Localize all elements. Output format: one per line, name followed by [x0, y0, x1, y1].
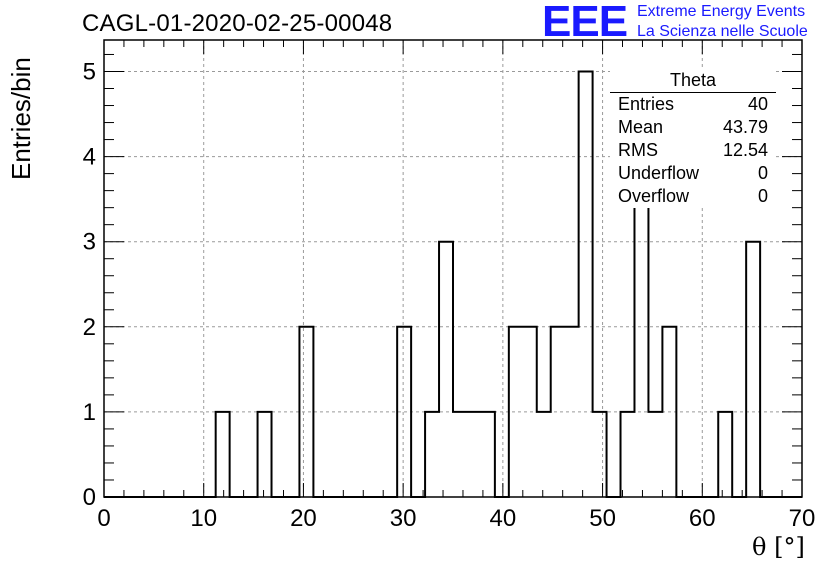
- stats-value: 0: [757, 186, 768, 206]
- histogram-bin: [537, 412, 551, 497]
- stats-title: Theta: [610, 70, 776, 93]
- logo-caption-line1: Extreme Energy Events: [637, 3, 806, 20]
- histogram-bin: [467, 412, 481, 497]
- x-tick-label: 50: [589, 505, 616, 532]
- x-tick-label: 60: [689, 505, 716, 532]
- stats-label: Mean: [618, 117, 664, 137]
- histogram-bin: [481, 412, 495, 497]
- y-tick-label: 3: [83, 229, 96, 256]
- histogram-bin: [216, 412, 230, 497]
- stats-value: 12.54: [722, 140, 768, 160]
- histogram-bin: [718, 412, 732, 497]
- histogram-bin: [453, 412, 467, 497]
- y-axis-label: Entries/bin: [6, 57, 36, 180]
- stats-value: 40: [747, 94, 768, 114]
- histogram-bin: [648, 412, 662, 497]
- x-tick-label: 10: [190, 505, 217, 532]
- y-tick-label: 4: [83, 144, 96, 171]
- chart-title: CAGL-01-2020-02-25-00048: [82, 10, 393, 37]
- stats-box: Theta Entries 40 Mean 43.79 RMS 12.54 Un…: [610, 70, 776, 208]
- stats-label: Entries: [618, 94, 675, 114]
- y-tick-label: 0: [83, 484, 96, 511]
- x-axis-label: θ [°]: [752, 533, 805, 561]
- stats-value: 43.79: [722, 117, 768, 137]
- histogram-bin: [593, 412, 607, 497]
- y-tick-label: 5: [83, 58, 96, 85]
- eee-logo: EEE: [542, 0, 628, 46]
- stats-row-overflow: Overflow 0: [610, 185, 776, 208]
- histogram-bin: [621, 412, 635, 497]
- x-tick-label: 70: [789, 505, 816, 532]
- y-tick-label: 2: [83, 314, 96, 341]
- y-tick-label: 1: [83, 399, 96, 426]
- stats-row-entries: Entries 40: [610, 93, 776, 116]
- x-tick-label: 20: [290, 505, 317, 532]
- stats-label: Underflow: [618, 163, 700, 183]
- x-tick-label: 30: [390, 505, 417, 532]
- stats-label: RMS: [618, 140, 658, 160]
- histogram-bin: [425, 412, 439, 497]
- histogram-bin: [579, 71, 593, 497]
- x-tick-label: 40: [490, 505, 517, 532]
- x-tick-label: 0: [97, 505, 110, 532]
- stats-value: 0: [757, 163, 768, 183]
- stats-label: Overflow: [618, 186, 690, 206]
- stats-row-underflow: Underflow 0: [610, 162, 776, 185]
- plot-frame: [103, 39, 803, 498]
- histogram-bin: [258, 412, 272, 497]
- stats-row-mean: Mean 43.79: [610, 116, 776, 139]
- stats-row-rms: RMS 12.54: [610, 139, 776, 162]
- histogram-bin: [439, 242, 453, 497]
- logo-caption-line2: La Scienza nelle Scuole: [637, 23, 808, 40]
- histogram-bin: [746, 242, 760, 497]
- histogram-bin: [299, 327, 313, 497]
